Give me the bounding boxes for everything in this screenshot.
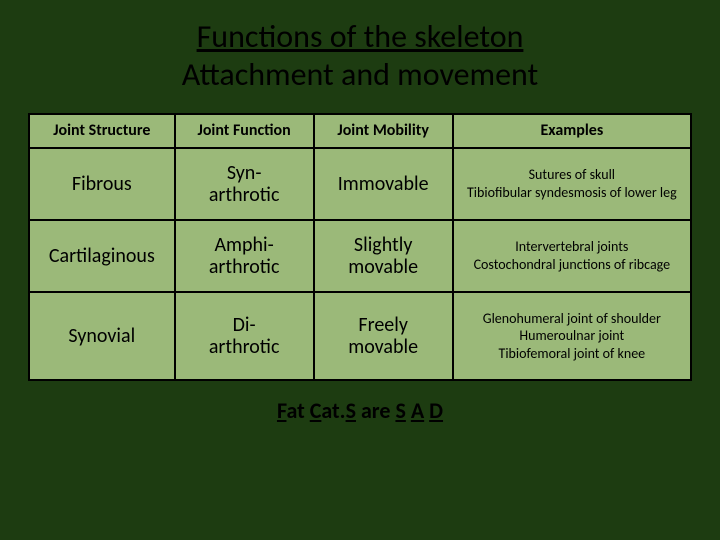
example-line: Glenohumeral joint of shoulder	[483, 310, 661, 327]
cell-structure: Synovial	[29, 292, 175, 380]
col-header-mobility: Joint Mobility	[314, 114, 453, 148]
cell-structure: Cartilaginous	[29, 220, 175, 292]
mnemonic-part: S	[346, 397, 356, 424]
mnemonic-line: Fat Cat.S are S A D	[28, 397, 692, 424]
func-prefix: Amphi-	[214, 233, 273, 257]
func-suffix: arthrotic	[209, 335, 280, 359]
table-row: Cartilaginous Amphi- arthrotic Slightly …	[29, 220, 691, 292]
mnemonic-part: D	[429, 397, 443, 424]
mnemonic-part: are	[356, 397, 395, 424]
table-row: Synovial Di- arthrotic Freely movable Gl…	[29, 292, 691, 380]
cell-structure: Fibrous	[29, 148, 175, 220]
example-line: Costochondral junctions of ribcage	[474, 256, 671, 273]
mobility-line: Freely	[358, 313, 407, 337]
mobility-line: movable	[348, 255, 418, 279]
example-line: Tibiofibular syndesmosis of lower leg	[467, 184, 677, 201]
slide-title-line2: Attachment and movement	[28, 56, 692, 94]
cell-examples: Intervertebral joints Costochondral junc…	[453, 220, 691, 292]
cell-function: Di- arthrotic	[175, 292, 314, 380]
mobility-line: movable	[348, 335, 418, 359]
func-suffix: arthrotic	[209, 183, 280, 207]
mnemonic-part: at.	[321, 397, 345, 424]
cell-mobility: Slightly movable	[314, 220, 453, 292]
example-line: Sutures of skull	[529, 166, 615, 183]
table-row: Fibrous Syn- arthrotic Immovable Sutures…	[29, 148, 691, 220]
example-line: Tibiofemoral joint of knee	[499, 345, 646, 362]
mobility-line: Slightly	[354, 233, 412, 257]
cell-function: Syn- arthrotic	[175, 148, 314, 220]
col-header-examples: Examples	[453, 114, 691, 148]
func-prefix: Syn-	[227, 161, 262, 185]
cell-mobility: Freely movable	[314, 292, 453, 380]
cell-mobility: Immovable	[314, 148, 453, 220]
mnemonic-part: at	[286, 397, 309, 424]
example-line: Humeroulnar joint	[519, 327, 624, 344]
example-line: Intervertebral joints	[515, 238, 628, 255]
slide-title-line1: Functions of the skeleton	[28, 18, 692, 56]
mnemonic-part: S	[395, 397, 405, 424]
slide: Functions of the skeleton Attachment and…	[0, 0, 720, 540]
joints-table: Joint Structure Joint Function Joint Mob…	[28, 113, 692, 381]
table-header-row: Joint Structure Joint Function Joint Mob…	[29, 114, 691, 148]
func-suffix: arthrotic	[209, 255, 280, 279]
func-prefix: Di-	[233, 313, 256, 337]
cell-examples: Sutures of skull Tibiofibular syndesmosi…	[453, 148, 691, 220]
col-header-function: Joint Function	[175, 114, 314, 148]
cell-function: Amphi- arthrotic	[175, 220, 314, 292]
mnemonic-part: C	[310, 397, 322, 424]
cell-examples: Glenohumeral joint of shoulder Humerouln…	[453, 292, 691, 380]
mnemonic-part: A	[411, 397, 424, 424]
col-header-structure: Joint Structure	[29, 114, 175, 148]
